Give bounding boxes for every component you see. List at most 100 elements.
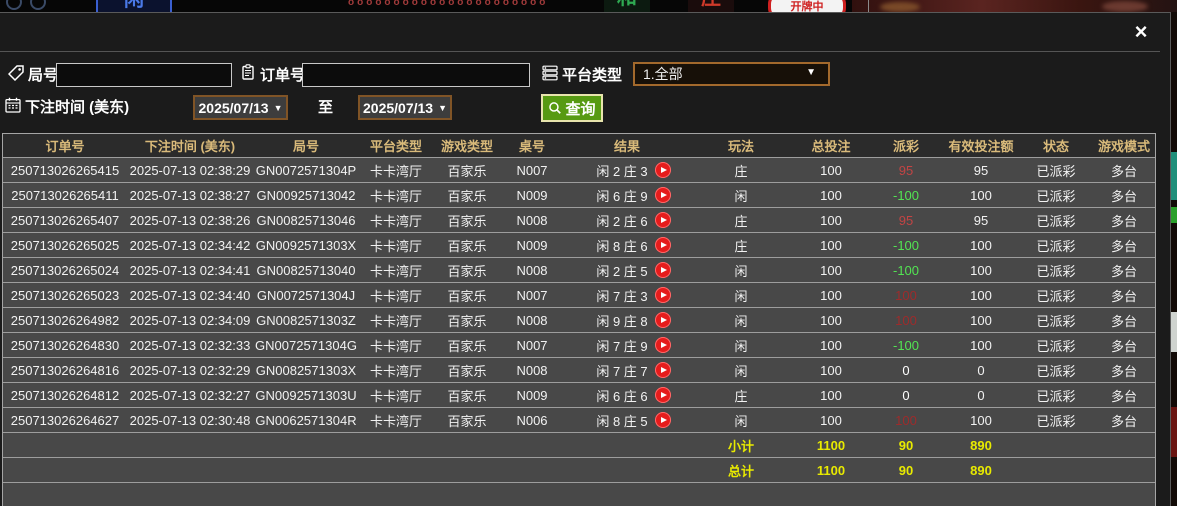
play-video-icon[interactable] [655,337,671,353]
result-text: 闲 7 庄 9 [596,338,648,354]
cell-table-no: N008 [501,357,563,383]
cell-bet-time: 2025-07-13 02:34:09 [127,307,253,333]
round-number-input[interactable] [56,63,232,87]
total-value: 890 [941,457,1021,483]
cell-status: 已派彩 [1021,357,1091,383]
column-header: 游戏模式 [1091,134,1155,158]
order-number-input[interactable] [302,63,530,87]
empty-cell [127,432,253,458]
play-video-icon[interactable] [655,312,671,328]
divider [868,0,869,12]
cell-play: 闲 [691,282,791,308]
play-video-icon[interactable] [655,187,671,203]
play-video-icon[interactable] [655,387,671,403]
cell-round-no: GN00825713040 [253,257,359,283]
cell-result: 闲 2 庄 5 [563,257,691,283]
cell-table-no: N007 [501,157,563,183]
background-player-tile: 闲 [96,0,172,12]
cell-platform: 卡卡湾厅 [359,407,433,433]
play-video-icon[interactable] [655,237,671,253]
cell-result: 闲 6 庄 6 [563,382,691,408]
empty-cell [563,457,691,483]
empty-cell [127,457,253,483]
cell-mode: 多台 [1091,207,1155,233]
cell-payout: -100 [871,232,941,258]
cell-valid-bet: 0 [941,357,1021,383]
subtotal-label: 小计 [691,432,791,458]
cell-mode: 多台 [1091,332,1155,358]
cell-game-type: 百家乐 [433,232,501,258]
cell-status: 已派彩 [1021,382,1091,408]
play-video-icon[interactable] [655,287,671,303]
cell-table-no: N009 [501,232,563,258]
cell-game-type: 百家乐 [433,207,501,233]
cell-payout: 95 [871,157,941,183]
cell-game-type: 百家乐 [433,357,501,383]
cell-result: 闲 2 庄 3 [563,157,691,183]
table-row: 250713026265407 2025-07-13 02:38:26 GN0082… [3,207,1155,233]
cell-round-no: GN0062571304R [253,407,359,433]
play-video-icon[interactable] [655,362,671,378]
column-header: 结果 [563,134,691,158]
play-video-icon[interactable] [655,262,671,278]
cell-game-type: 百家乐 [433,407,501,433]
divider [0,51,1160,52]
cell-bet-time: 2025-07-13 02:30:48 [127,407,253,433]
cell-status: 已派彩 [1021,182,1091,208]
empty-cell [501,432,563,458]
cell-result: 闲 7 庄 7 [563,357,691,383]
play-video-icon[interactable] [655,162,671,178]
date-to-picker[interactable]: 2025/07/13 ▼ [358,95,452,120]
cell-order-no: 250713026265024 [3,257,127,283]
subtotal-value: 890 [941,432,1021,458]
query-button[interactable]: 查询 [541,94,603,122]
cell-mode: 多台 [1091,357,1155,383]
cell-round-no: GN0092571303U [253,382,359,408]
cell-play: 闲 [691,307,791,333]
search-icon [549,102,562,114]
cell-order-no: 250713026265025 [3,232,127,258]
cell-valid-bet: 95 [941,207,1021,233]
cell-platform: 卡卡湾厅 [359,307,433,333]
background-bead-road: oooooooooooooooooooooo [348,0,549,8]
cell-play: 庄 [691,157,791,183]
cell-mode: 多台 [1091,182,1155,208]
play-video-icon[interactable] [655,412,671,428]
cell-bet-time: 2025-07-13 02:38:27 [127,182,253,208]
round-number-label: 局号 [28,67,59,84]
empty-cell [501,457,563,483]
cell-valid-bet: 100 [941,182,1021,208]
date-from-picker[interactable]: 2025/07/13 ▼ [193,95,288,120]
result-text: 闲 8 庄 6 [596,238,648,254]
table-row: 250713026264812 2025-07-13 02:32:27 GN0092… [3,382,1155,408]
result-text: 闲 6 庄 6 [596,388,648,404]
cell-valid-bet: 95 [941,157,1021,183]
platform-type-select[interactable]: 1.全部 ▼ [633,62,830,86]
cell-payout: 95 [871,207,941,233]
cell-table-no: N008 [501,257,563,283]
subtotal-value: 1100 [791,432,871,458]
cell-bet-time: 2025-07-13 02:34:41 [127,257,253,283]
cell-order-no: 250713026265023 [3,282,127,308]
cell-total-bet: 100 [791,282,871,308]
chevron-down-icon: ▼ [806,67,816,78]
empty-cell [253,432,359,458]
background-ring-icon [6,0,22,10]
chevron-down-icon: ▼ [438,102,447,113]
cell-table-no: N007 [501,282,563,308]
cell-mode: 多台 [1091,157,1155,183]
close-icon[interactable]: × [1134,19,1148,44]
platform-type-value: 1.全部 [643,66,683,82]
empty-cell [3,457,127,483]
cell-play: 闲 [691,182,791,208]
empty-cell [1091,457,1155,483]
column-header: 状态 [1021,134,1091,158]
cell-payout: 100 [871,307,941,333]
cell-result: 闲 9 庄 8 [563,307,691,333]
table-row: 250713026265023 2025-07-13 02:34:40 GN0072… [3,282,1155,308]
cell-table-no: N009 [501,182,563,208]
table-row: 250713026265025 2025-07-13 02:34:42 GN0092… [3,232,1155,258]
cell-platform: 卡卡湾厅 [359,357,433,383]
cell-total-bet: 100 [791,157,871,183]
play-video-icon[interactable] [655,212,671,228]
